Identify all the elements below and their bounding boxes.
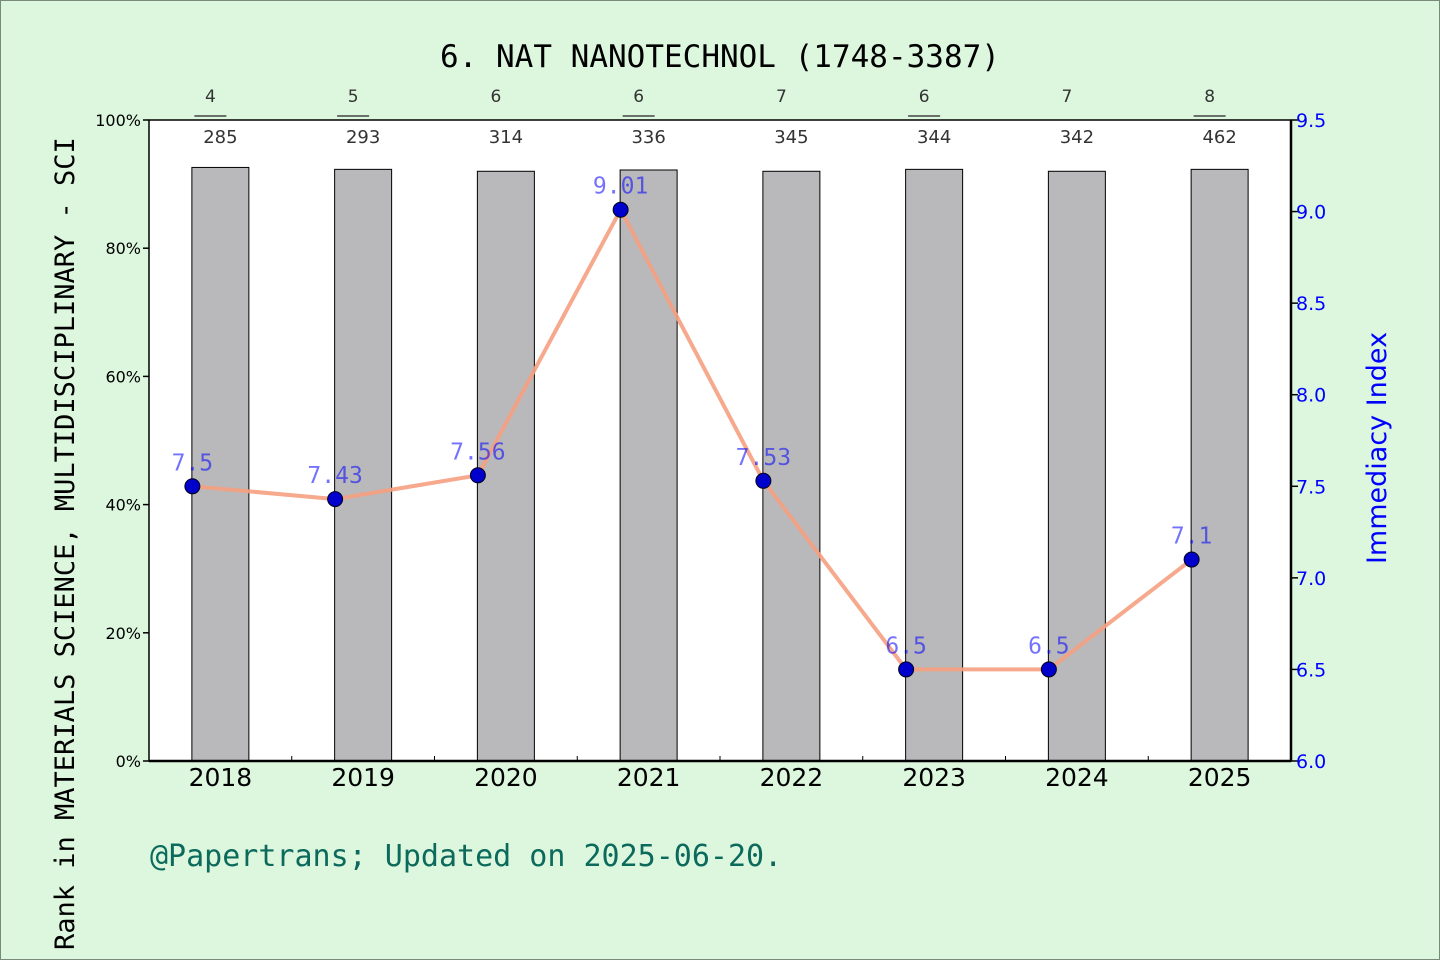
left-tick-label: 60% bbox=[105, 367, 141, 386]
left-tick-label: 0% bbox=[116, 752, 141, 771]
count-label-2024: 342 bbox=[1060, 127, 1094, 148]
value-label-2021: 9.01 bbox=[593, 174, 648, 200]
x-tick-label-2024: 2024 bbox=[1045, 763, 1109, 792]
x-tick-label-2019: 2019 bbox=[331, 763, 395, 792]
count-label-2025: 462 bbox=[1202, 127, 1236, 148]
point-2025 bbox=[1183, 551, 1200, 568]
bar-2018 bbox=[191, 166, 250, 762]
value-label-2023: 6.5 bbox=[885, 633, 927, 659]
right-tick-label: 9.0 bbox=[1296, 202, 1326, 224]
bar-2021 bbox=[619, 169, 678, 762]
count-label-2021: 336 bbox=[631, 127, 665, 148]
x-tick-label-2021: 2021 bbox=[617, 763, 681, 792]
x-axis-ticks: 2018 2019 2020 2021 2022 2023 2024 2025 bbox=[148, 756, 1292, 792]
value-label-2020: 7.56 bbox=[450, 439, 505, 465]
value-label-2022: 7.53 bbox=[736, 445, 791, 471]
rank-label-2019: 5 bbox=[348, 87, 359, 107]
left-axis-ticks: 0% 20% 40% 60% 80% 100% bbox=[95, 111, 149, 771]
x-tick-label-2020: 2020 bbox=[474, 763, 538, 792]
rank-label-2024: 7 bbox=[1061, 87, 1072, 107]
count-label-2022: 345 bbox=[774, 127, 808, 148]
right-axis-label: Immediacy Index bbox=[1362, 332, 1393, 564]
value-label-2018: 7.5 bbox=[172, 450, 214, 476]
rank-label-2020: 6 bbox=[490, 87, 501, 107]
bar-2023 bbox=[905, 168, 964, 762]
count-label-2020: 314 bbox=[489, 127, 523, 148]
right-tick-label: 6.0 bbox=[1296, 751, 1326, 773]
x-tick-label-2025: 2025 bbox=[1188, 763, 1252, 792]
x-tick-label-2023: 2023 bbox=[902, 763, 966, 792]
x-tick-label-2018: 2018 bbox=[189, 763, 253, 792]
bar-2019 bbox=[334, 168, 393, 762]
rank-label-2021: 6 bbox=[633, 87, 644, 107]
immediacy-line bbox=[192, 205, 1193, 672]
plot-background bbox=[149, 120, 1291, 761]
rank-label-2022: 7 bbox=[776, 87, 787, 107]
right-tick-label: 8.0 bbox=[1296, 385, 1326, 407]
bar-2024 bbox=[1047, 170, 1106, 762]
point-2019 bbox=[327, 491, 344, 508]
right-axis-ticks: 6.0 6.5 7.0 7.5 8.0 8.5 9.0 9.5 bbox=[1291, 110, 1326, 773]
bar-2025 bbox=[1190, 168, 1249, 762]
footer-credit: @Papertrans; Updated on 2025-06-20. bbox=[150, 839, 782, 874]
point-2023 bbox=[898, 661, 915, 678]
rank-label-2018: 4 bbox=[205, 87, 216, 107]
count-label-2018: 285 bbox=[203, 127, 237, 148]
right-tick-label: 7.5 bbox=[1296, 476, 1326, 498]
bar-2020 bbox=[476, 170, 535, 762]
right-tick-label: 7.0 bbox=[1296, 568, 1326, 590]
x-tick-label-2022: 2022 bbox=[760, 763, 824, 792]
count-label-2023: 344 bbox=[917, 127, 951, 148]
point-2021 bbox=[612, 201, 629, 218]
right-tick-label: 9.5 bbox=[1296, 110, 1326, 132]
value-label-2024: 6.5 bbox=[1028, 633, 1070, 659]
line-group bbox=[184, 201, 1200, 678]
top-labels: 4 285 5 293 6 314 6 336 7 345 6 344 7 342 8 462 bbox=[194, 87, 1237, 148]
point-2024 bbox=[1040, 661, 1057, 678]
right-tick-label: 8.5 bbox=[1296, 293, 1326, 315]
point-2020 bbox=[469, 467, 486, 484]
right-tick-label: 6.5 bbox=[1296, 659, 1326, 681]
rank-label-2023: 6 bbox=[919, 87, 930, 107]
left-tick-label: 100% bbox=[95, 111, 141, 130]
value-labels: 7.5 7.43 7.56 9.01 7.53 6.5 6.5 7.1 bbox=[172, 174, 1213, 660]
value-label-2019: 7.43 bbox=[307, 463, 362, 489]
chart-title: 6. NAT NANOTECHNOL (1748-3387) bbox=[440, 39, 1000, 75]
rank-label-2025: 8 bbox=[1204, 87, 1215, 107]
plot-area bbox=[148, 119, 1293, 763]
value-label-2025: 7.1 bbox=[1171, 524, 1213, 550]
left-tick-label: 80% bbox=[105, 239, 141, 258]
point-2022 bbox=[755, 472, 772, 489]
point-2018 bbox=[184, 478, 201, 495]
left-axis-label: Rank in MATERIALS SCIENCE, MULTIDISCIPLI… bbox=[50, 137, 81, 950]
left-tick-label: 20% bbox=[105, 624, 141, 643]
left-tick-label: 40% bbox=[105, 496, 141, 515]
count-label-2019: 293 bbox=[346, 127, 380, 148]
